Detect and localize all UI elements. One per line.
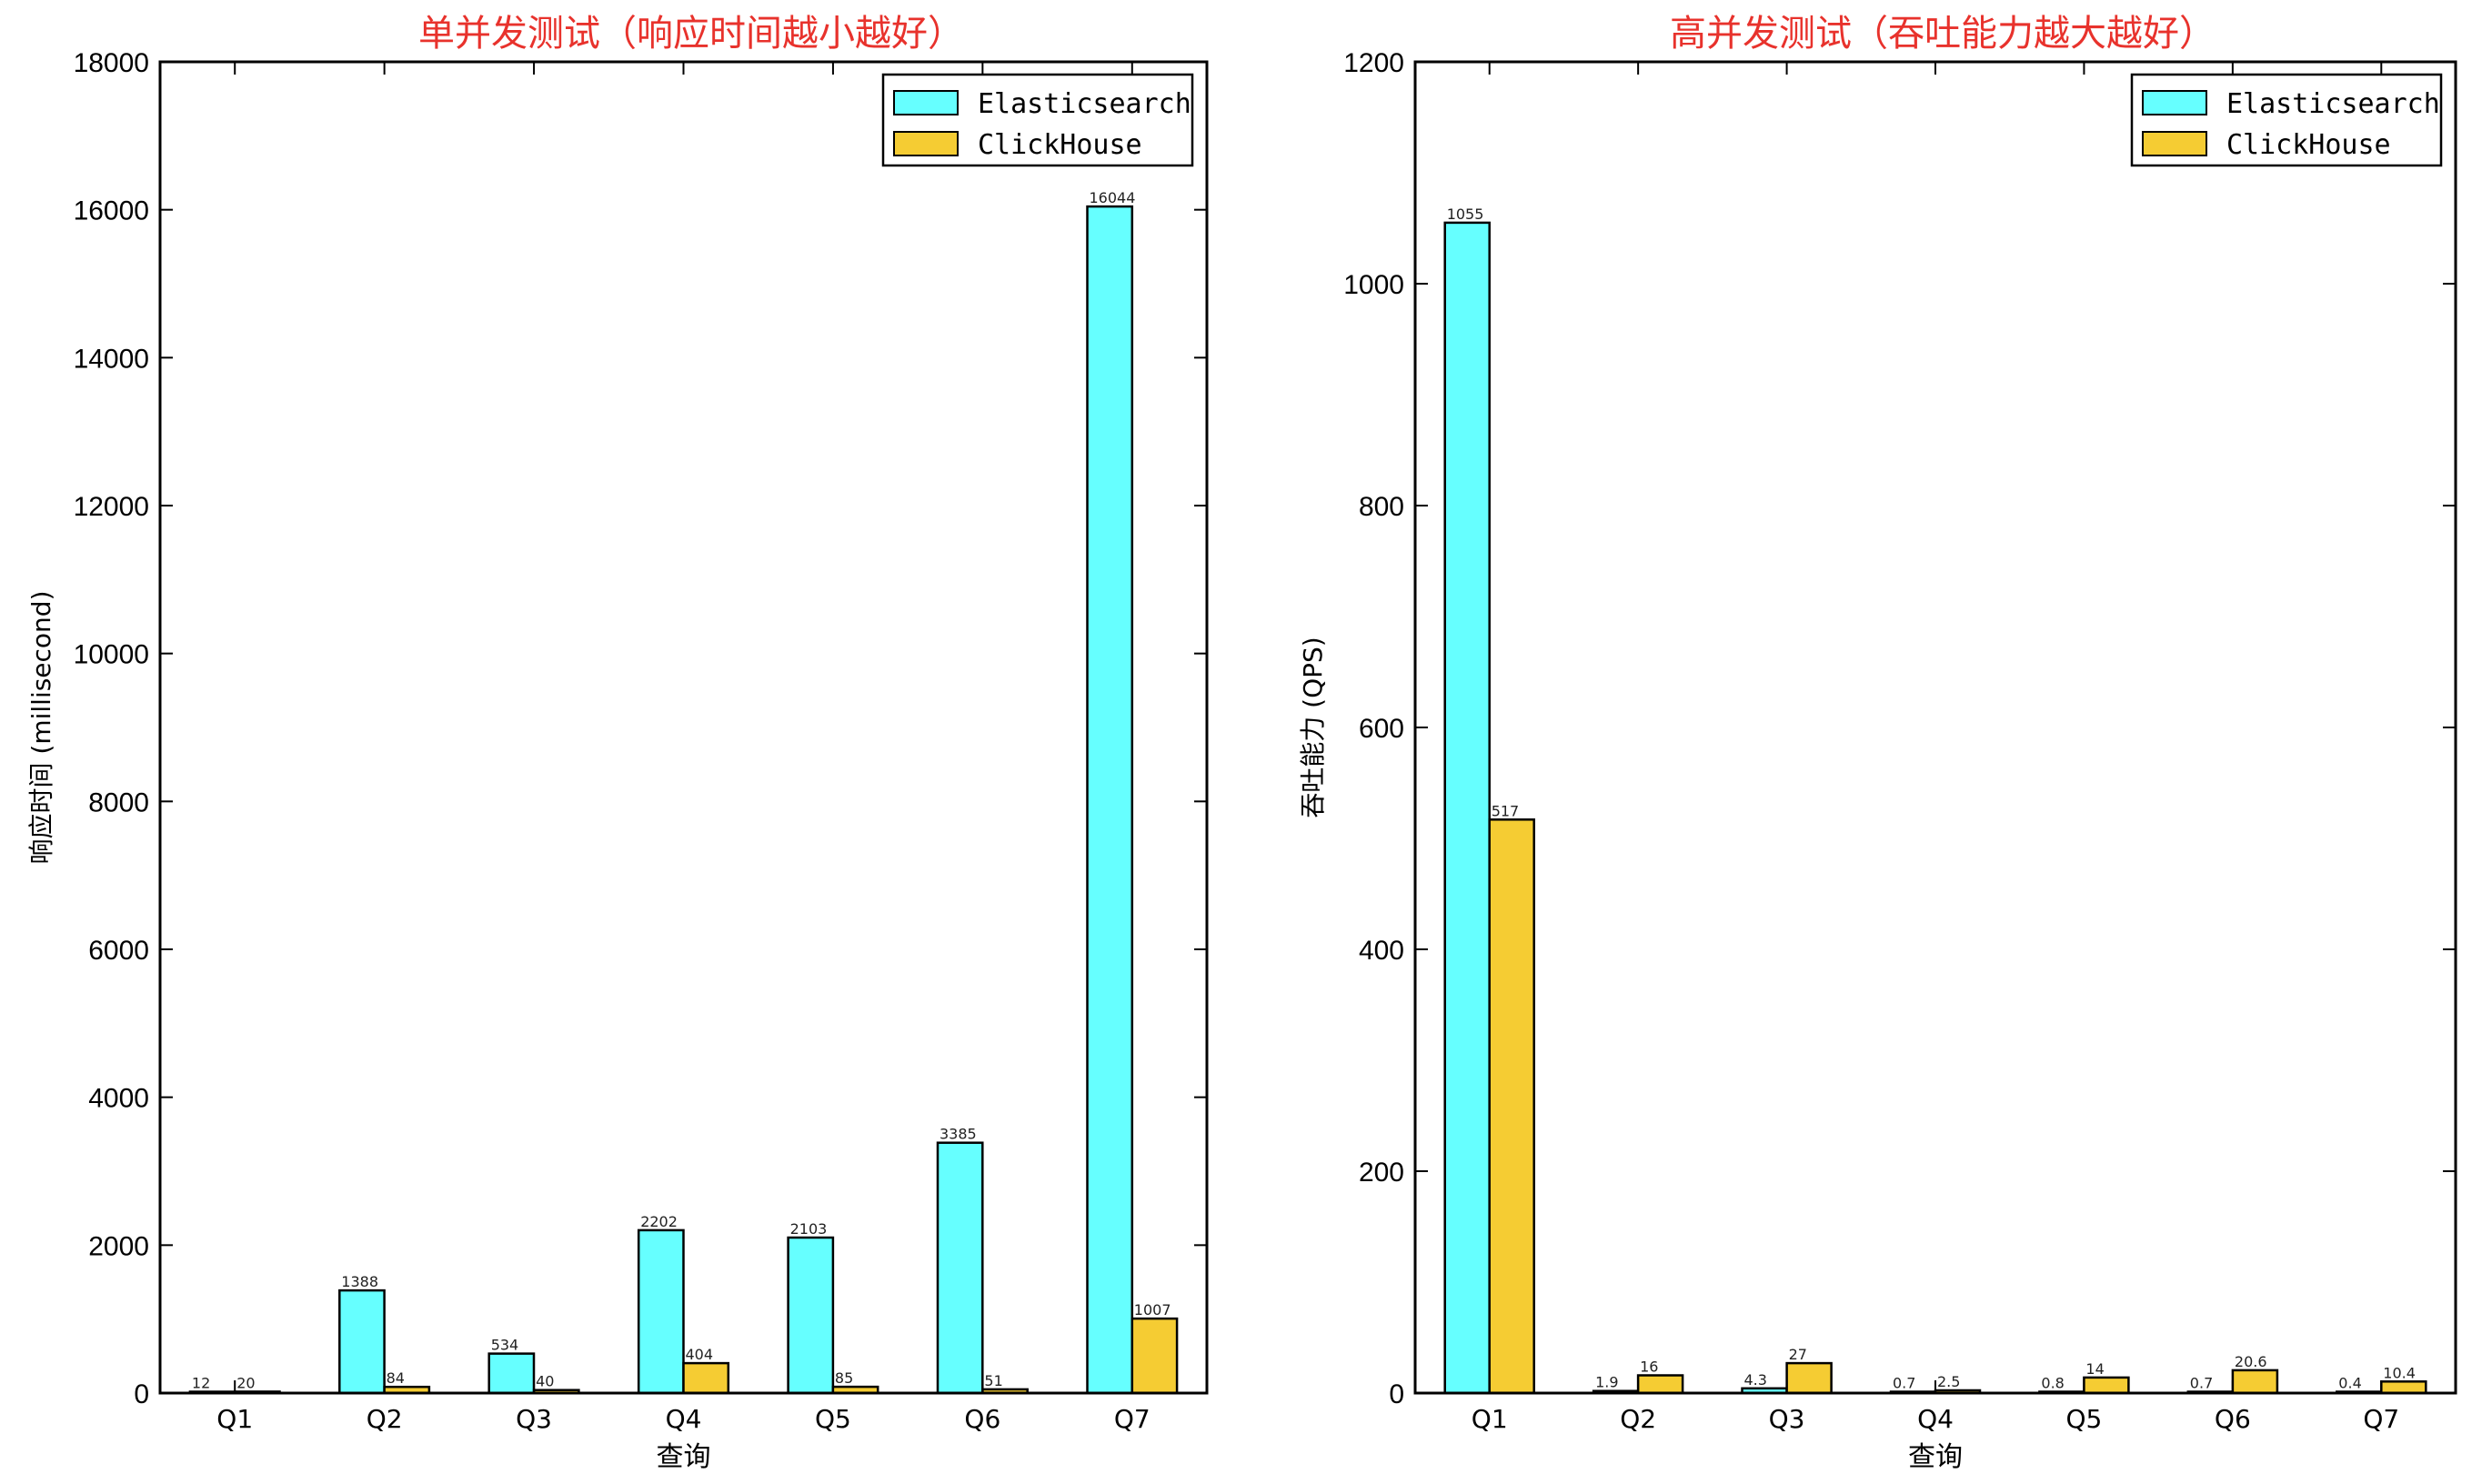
y-tick-label: 18000 — [74, 48, 149, 78]
bar-clickhouse-q7 — [1130, 1317, 1179, 1395]
y-tick-label: 1200 — [1343, 48, 1404, 78]
y-tick-label: 200 — [1359, 1158, 1404, 1188]
y-tick-label: 400 — [1359, 936, 1404, 966]
x-tick-label-q7: Q7 — [1114, 1404, 1151, 1434]
data-label-clickhouse-q6: 51 — [984, 1372, 1002, 1389]
data-label-elasticsearch-q2: 1388 — [341, 1273, 378, 1290]
y-tick-label: 0 — [1389, 1379, 1404, 1409]
legend-label-elasticsearch: Elasticsearch — [2226, 88, 2440, 120]
legend-swatch-clickhouse — [2142, 131, 2207, 156]
x-tick-label-q6: Q6 — [964, 1404, 1000, 1434]
data-label-clickhouse-q4: 404 — [686, 1346, 714, 1363]
legend-swatch-elasticsearch — [893, 90, 959, 115]
bar-elasticsearch-q6 — [936, 1141, 984, 1395]
bar-elasticsearch-q4 — [637, 1228, 685, 1395]
data-label-clickhouse-q1: 517 — [1492, 802, 1520, 819]
bar-clickhouse-q6 — [2231, 1369, 2279, 1395]
plot-frame — [158, 60, 1209, 1395]
x-axis-label: 查询 — [657, 1441, 711, 1473]
x-tick-label-q1: Q1 — [216, 1404, 253, 1434]
plot-frame — [1413, 60, 2457, 1395]
y-tick-label: 800 — [1359, 492, 1404, 522]
y-tick-label: 600 — [1359, 714, 1404, 744]
bar-elasticsearch-q7 — [1086, 205, 1134, 1395]
y-tick-label: 16000 — [74, 196, 149, 226]
data-label-clickhouse-q5: 85 — [835, 1369, 853, 1387]
bar-elasticsearch-q2 — [338, 1288, 386, 1395]
y-tick-label: 14000 — [74, 344, 149, 374]
data-label-elasticsearch-q4: 0.7 — [1893, 1375, 1915, 1392]
x-tick-label-q7: Q7 — [2363, 1404, 2399, 1434]
legend-label-elasticsearch: Elasticsearch — [978, 88, 1191, 120]
data-label-clickhouse-q2: 16 — [1640, 1359, 1658, 1376]
data-label-elasticsearch-q3: 4.3 — [1744, 1371, 1767, 1389]
data-label-elasticsearch-q7: 16044 — [1090, 189, 1136, 206]
y-tick-label: 0 — [134, 1379, 149, 1409]
bar-clickhouse-q7 — [2380, 1380, 2427, 1395]
bar-clickhouse-q1 — [1488, 818, 1535, 1395]
bar-clickhouse-q3 — [1785, 1361, 1833, 1395]
data-label-clickhouse-q2: 84 — [387, 1369, 405, 1387]
bar-clickhouse-q2 — [1636, 1374, 1684, 1395]
y-tick-label: 8000 — [88, 787, 149, 817]
x-tick-label-q5: Q5 — [2065, 1404, 2102, 1434]
data-label-clickhouse-q4: 2.5 — [1937, 1373, 1960, 1390]
y-axis-label: 响应时间 (millisecond) — [26, 590, 56, 864]
data-label-elasticsearch-q6: 0.7 — [2190, 1375, 2213, 1392]
data-label-elasticsearch-q2: 1.9 — [1595, 1374, 1618, 1391]
data-label-clickhouse-q5: 14 — [2085, 1360, 2104, 1378]
data-label-clickhouse-q7: 10.4 — [2383, 1364, 2416, 1381]
legend-swatch-elasticsearch — [2142, 90, 2207, 115]
x-tick-label-q4: Q4 — [666, 1404, 702, 1434]
x-tick-label-q5: Q5 — [815, 1404, 851, 1434]
x-axis-label: 查询 — [1908, 1441, 1963, 1473]
x-tick-label-q3: Q3 — [516, 1404, 552, 1434]
bar-elasticsearch-q3 — [487, 1352, 536, 1395]
y-tick-label: 10000 — [74, 640, 149, 670]
bar-clickhouse-q4 — [682, 1361, 730, 1395]
y-axis-label: 吞吐能力 (QPS) — [1298, 637, 1328, 817]
data-label-elasticsearch-q4: 2202 — [640, 1213, 678, 1230]
bar-elasticsearch-q1 — [1443, 221, 1491, 1395]
bar-elasticsearch-q5 — [787, 1236, 835, 1395]
y-tick-label: 12000 — [74, 492, 149, 522]
data-label-elasticsearch-q3: 534 — [491, 1337, 519, 1354]
y-tick-label: 4000 — [88, 1084, 149, 1114]
data-label-clickhouse-q6: 20.6 — [2235, 1353, 2267, 1370]
legend: Elasticsearch ClickHouse — [2130, 73, 2443, 167]
data-label-elasticsearch-q5: 2103 — [790, 1220, 828, 1238]
legend-swatch-clickhouse — [893, 131, 959, 156]
legend-label-clickhouse: ClickHouse — [2226, 129, 2391, 161]
bar-clickhouse-q5 — [2083, 1376, 2130, 1395]
data-label-elasticsearch-q1: 1055 — [1447, 206, 1484, 223]
chart-panel-2: 高并发测试（吞吐能力越大越好） 1055 1.9 4.3 0.7 0.8 0.7 0.4 517… — [1298, 13, 2457, 1473]
data-label-elasticsearch-q7: 0.4 — [2338, 1375, 2361, 1392]
data-label-clickhouse-q1: 20 — [236, 1374, 255, 1391]
legend: Elasticsearch ClickHouse — [881, 73, 1194, 167]
data-label-elasticsearch-q5: 0.8 — [2041, 1375, 2064, 1392]
chart-title: 单并发测试（响应时间越小越好） — [418, 13, 964, 55]
y-tick-label: 2000 — [88, 1231, 149, 1261]
data-label-clickhouse-q3: 27 — [1789, 1346, 1807, 1363]
data-label-elasticsearch-q6: 3385 — [940, 1126, 977, 1143]
x-tick-label-q2: Q2 — [1620, 1404, 1656, 1434]
legend-label-clickhouse: ClickHouse — [978, 129, 1142, 161]
data-label-clickhouse-q7: 1007 — [1134, 1301, 1171, 1319]
x-tick-label-q4: Q4 — [1917, 1404, 1954, 1434]
data-label-clickhouse-q3: 40 — [536, 1373, 554, 1390]
x-tick-label-q2: Q2 — [367, 1404, 403, 1434]
y-tick-label: 6000 — [88, 936, 149, 966]
x-tick-label-q3: Q3 — [1769, 1404, 1805, 1434]
y-tick-label: 1000 — [1343, 270, 1404, 300]
chart-panel-1: 单并发测试（响应时间越小越好） 12 1388 534 2202 2103 3385 1604… — [26, 13, 1209, 1473]
x-tick-label-q1: Q1 — [1472, 1404, 1508, 1434]
data-label-elasticsearch-q1: 12 — [192, 1375, 210, 1392]
chart-title: 高并发测试（吞吐能力越大越好） — [1670, 13, 2216, 55]
x-tick-label-q6: Q6 — [2215, 1404, 2251, 1434]
